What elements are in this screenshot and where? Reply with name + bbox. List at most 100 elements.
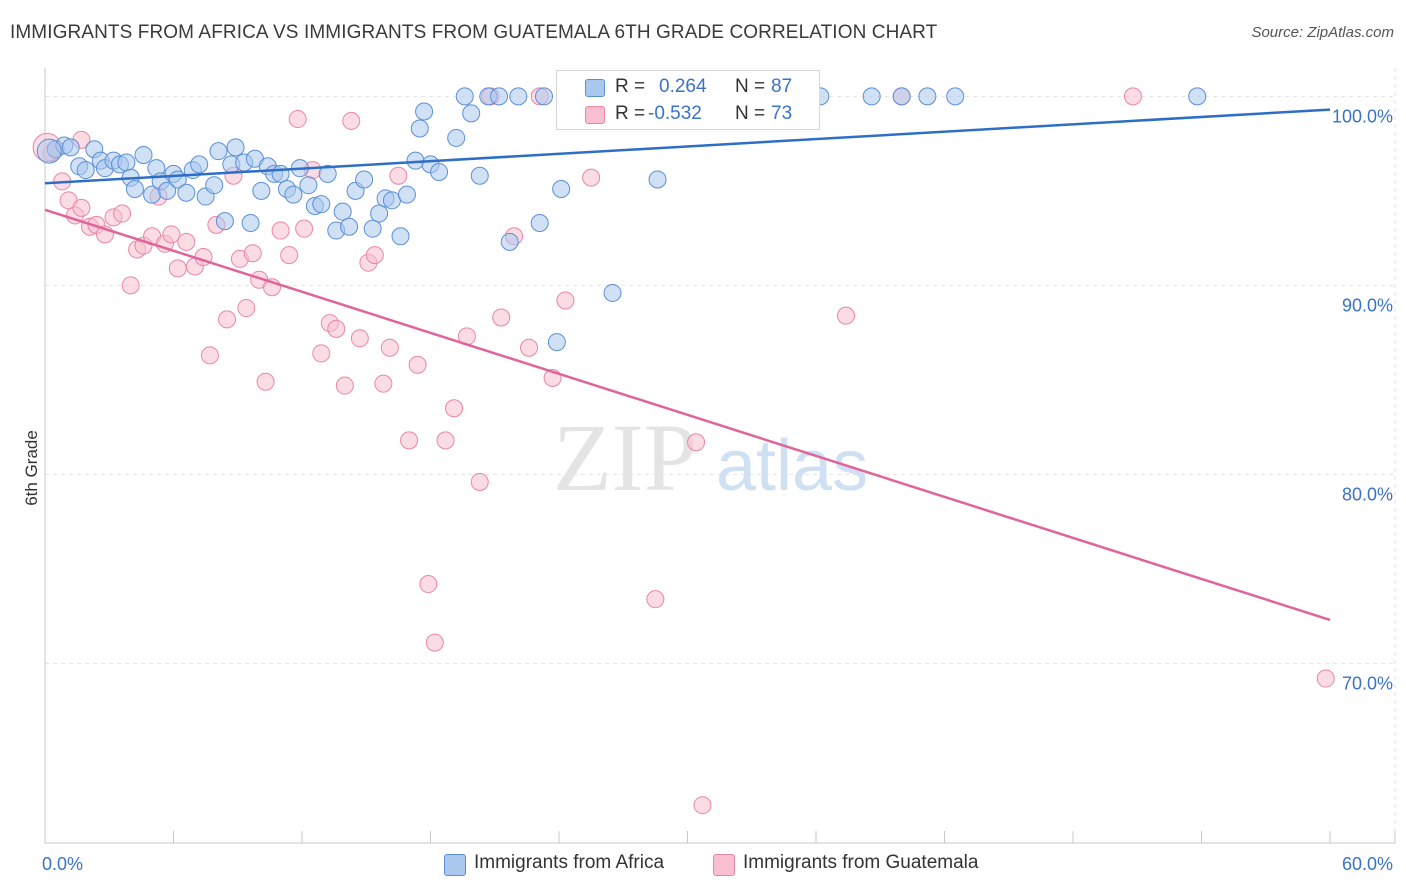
africa-point: [918, 87, 937, 106]
series-guatemala-points: [32, 87, 1335, 815]
africa-point: [125, 179, 144, 198]
guatemala-point: [400, 431, 419, 450]
africa-point: [535, 87, 554, 106]
guatemala-point: [389, 166, 408, 185]
legend-row-africa: R = 0.264 N = 87: [557, 74, 819, 100]
africa-point: [530, 214, 549, 232]
africa-point: [382, 191, 401, 210]
guatemala-point: [121, 276, 140, 295]
stats-legend: R = 0.264 N = 87 R = -0.532 N = 73: [556, 70, 820, 130]
watermark: ZIP atlas: [553, 404, 868, 511]
guatemala-point: [1123, 87, 1142, 106]
africa-point: [271, 164, 290, 183]
guatemala-point: [582, 168, 601, 187]
africa-point: [355, 170, 374, 189]
africa-point: [410, 119, 429, 138]
guatemala-point: [380, 338, 399, 357]
trend-lines: [44, 108, 1331, 622]
y-tick-label: 80.0%: [1342, 484, 1393, 504]
africa-point: [190, 155, 209, 174]
legend-r-value: -0.532: [648, 103, 702, 124]
guatemala-legend-swatch: [713, 854, 735, 876]
guatemala-point: [327, 319, 346, 338]
guatemala-point: [312, 344, 331, 363]
guatemala-point: [168, 259, 187, 278]
africa-point: [76, 161, 95, 180]
guatemala-point: [556, 291, 575, 310]
axes: [44, 68, 1396, 844]
africa-point: [312, 195, 331, 214]
africa-swatch: [585, 79, 605, 97]
africa-point: [509, 87, 528, 106]
africa-point: [1188, 87, 1207, 106]
guatemala-point: [693, 796, 712, 815]
legend-n-value: 73: [771, 103, 793, 124]
guatemala-legend-label: Immigrants from Guatemala: [743, 852, 979, 873]
guatemala-point: [243, 244, 262, 263]
guatemala-point: [445, 399, 464, 418]
guatemala-point: [425, 633, 444, 652]
guatemala-point: [365, 246, 384, 265]
guatemala-point: [280, 246, 299, 265]
chart-title: IMMIGRANTS FROM AFRICA VS IMMIGRANTS FRO…: [10, 22, 938, 43]
africa-point: [205, 176, 224, 195]
tick-labels: 100.0% 90.0% 80.0% 70.0% 0.0% 60.0%: [42, 106, 1393, 874]
africa-point: [447, 128, 466, 147]
africa-point: [490, 87, 509, 106]
africa-point: [391, 227, 410, 246]
africa-point: [61, 138, 80, 157]
africa-point: [552, 179, 571, 198]
guatemala-point: [687, 433, 706, 452]
africa-point: [547, 333, 566, 352]
africa-point: [862, 87, 881, 106]
guatemala-point: [836, 306, 855, 325]
africa-point: [284, 185, 303, 204]
guatemala-point: [288, 110, 307, 129]
y-tick-label: 100.0%: [1332, 106, 1393, 126]
guatemala-point: [335, 376, 354, 395]
africa-point: [603, 283, 622, 302]
guatemala-swatch: [585, 106, 605, 124]
africa-point: [177, 183, 196, 202]
y-tick-label: 90.0%: [1342, 295, 1393, 315]
guatemala-point: [374, 374, 393, 393]
guatemala-point: [646, 590, 665, 609]
africa-point: [318, 164, 337, 183]
africa-point: [470, 166, 489, 185]
guatemala-point: [436, 431, 455, 450]
guatemala-point: [72, 198, 91, 217]
guatemala-point: [520, 338, 539, 357]
africa-point: [252, 181, 271, 200]
africa-point: [241, 214, 260, 232]
guatemala-point: [113, 204, 132, 223]
africa-point: [397, 185, 416, 204]
guatemala-point: [408, 355, 427, 374]
legend-row-guatemala: R = -0.532 N = 73: [557, 101, 819, 127]
guatemala-point: [218, 310, 237, 329]
source-label: Source: ZipAtlas.com: [1251, 24, 1394, 41]
legend-r-label: R =: [615, 103, 646, 124]
guatemala-point: [470, 472, 489, 491]
legend-r-value: 0.264: [659, 76, 707, 97]
guatemala-point: [256, 372, 275, 391]
africa-point: [340, 217, 359, 236]
guatemala-point: [237, 299, 256, 318]
guatemala-point: [162, 225, 181, 244]
africa-point: [299, 176, 318, 195]
guatemala-point: [342, 111, 361, 130]
guatemala-point: [200, 346, 219, 365]
legend-n-label: N =: [735, 76, 766, 97]
africa-point: [209, 142, 228, 161]
guatemala-point: [492, 308, 511, 327]
guatemala-point: [350, 329, 369, 348]
x-tick-label: 60.0%: [1342, 854, 1393, 874]
legend-n-label: N =: [735, 103, 766, 124]
africa-point: [462, 104, 481, 123]
africa-point: [370, 204, 389, 223]
africa-point: [363, 219, 382, 238]
africa-point: [946, 87, 965, 106]
guatemala-point: [271, 221, 290, 240]
guatemala-trend-line: [44, 208, 1331, 622]
watermark-atlas: atlas: [716, 426, 868, 506]
